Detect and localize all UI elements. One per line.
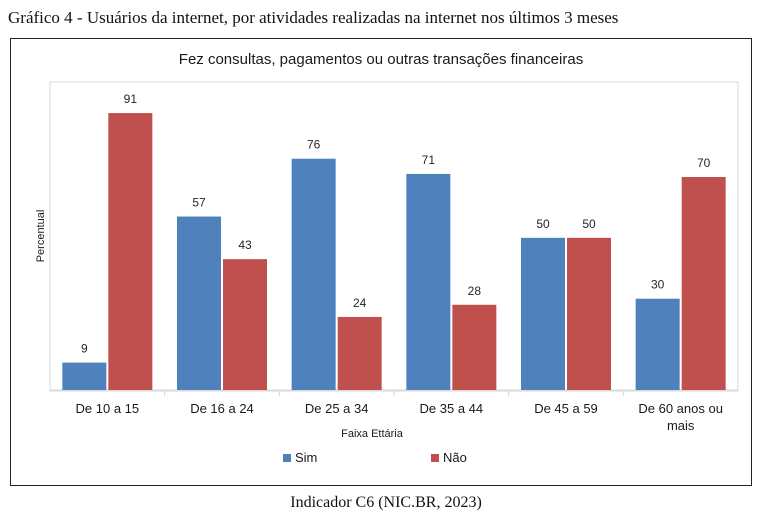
bar-no-4 <box>452 304 497 390</box>
data-label: 43 <box>238 238 252 252</box>
bar-no-1 <box>108 113 153 390</box>
bar-sim-4 <box>406 173 451 390</box>
x-tick-label: De 25 a 34 <box>305 401 369 416</box>
y-axis-label: Percentual <box>35 210 47 263</box>
bar-sim-3 <box>291 158 336 390</box>
data-label: 50 <box>582 217 596 231</box>
bar-no-6 <box>681 176 726 390</box>
data-label: 70 <box>697 156 711 170</box>
figure-source: Indicador C6 (NIC.BR, 2023) <box>290 494 482 511</box>
bar-sim-6 <box>635 298 680 390</box>
bar-sim-2 <box>177 216 221 390</box>
data-label: 57 <box>192 196 206 210</box>
bar-no-3 <box>337 316 382 390</box>
data-label: 30 <box>651 278 665 292</box>
x-axis-label: Faixa Ettária <box>341 428 404 440</box>
bar-no-5 <box>567 237 611 390</box>
x-tick-label: De 60 anos ou <box>638 401 723 416</box>
data-label: 91 <box>124 92 138 106</box>
x-tick-label: De 35 a 44 <box>420 401 484 416</box>
legend-label: Não <box>443 450 467 465</box>
data-label: 9 <box>81 342 88 356</box>
data-label: 24 <box>353 296 367 310</box>
x-tick-label: De 10 a 15 <box>76 401 140 416</box>
plot-area <box>49 81 739 392</box>
x-tick-label: mais <box>667 418 695 433</box>
data-label: 76 <box>307 138 321 152</box>
data-label: 50 <box>536 217 550 231</box>
legend-label: Sim <box>295 450 317 465</box>
x-tick-label: De 16 a 24 <box>190 401 254 416</box>
bar-sim-5 <box>521 237 565 390</box>
chart-title: Fez consultas, pagamentos ou outras tran… <box>179 51 583 68</box>
x-tick-label: De 45 a 59 <box>534 401 598 416</box>
data-label: 71 <box>422 153 436 167</box>
data-label: 28 <box>468 284 482 298</box>
legend-swatch <box>431 454 439 462</box>
bar-sim-1 <box>62 362 107 390</box>
legend: Sim Não <box>283 450 467 465</box>
bar-no-2 <box>223 259 267 390</box>
figure-caption: Gráfico 4 - Usuários da internet, por at… <box>8 8 619 27</box>
legend-swatch <box>283 454 291 462</box>
